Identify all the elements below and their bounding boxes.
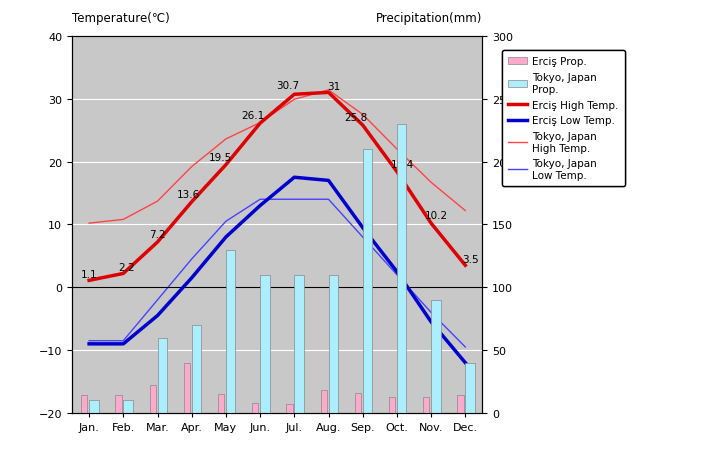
Bar xyxy=(287,404,292,413)
Text: 7.2: 7.2 xyxy=(149,230,166,240)
Bar xyxy=(355,393,361,413)
Bar xyxy=(320,391,327,413)
Text: 25.8: 25.8 xyxy=(344,113,367,123)
Bar xyxy=(123,401,133,413)
Bar xyxy=(192,325,202,413)
Text: 10.2: 10.2 xyxy=(425,211,448,221)
Bar xyxy=(423,397,429,413)
Bar xyxy=(363,150,372,413)
Bar xyxy=(252,403,258,413)
Text: Temperature(℃): Temperature(℃) xyxy=(72,12,170,25)
Text: 3.5: 3.5 xyxy=(462,255,479,264)
Bar xyxy=(150,386,156,413)
Text: 13.6: 13.6 xyxy=(176,189,200,199)
Bar xyxy=(218,394,224,413)
Bar xyxy=(260,275,270,413)
Text: 1.1: 1.1 xyxy=(81,269,97,280)
Legend: Erciş Prop., Tokyo, Japan
Prop., Erciş High Temp., Erciş Low Temp., Tokyo, Japan: Erciş Prop., Tokyo, Japan Prop., Erciş H… xyxy=(502,51,625,187)
Bar xyxy=(389,397,395,413)
Bar xyxy=(328,275,338,413)
Bar xyxy=(115,396,122,413)
Text: Precipitation(mm): Precipitation(mm) xyxy=(376,12,482,25)
Text: 31: 31 xyxy=(327,82,341,92)
Text: 26.1: 26.1 xyxy=(242,111,265,121)
Bar xyxy=(184,363,190,413)
Bar xyxy=(89,401,99,413)
Text: 19.5: 19.5 xyxy=(209,152,233,162)
Bar xyxy=(431,300,441,413)
Text: 30.7: 30.7 xyxy=(276,81,299,91)
Text: 2.2: 2.2 xyxy=(118,263,135,273)
Bar xyxy=(81,396,87,413)
Bar xyxy=(465,363,475,413)
Text: 18.4: 18.4 xyxy=(390,159,414,169)
Bar xyxy=(457,396,464,413)
Bar xyxy=(397,124,407,413)
Bar xyxy=(226,250,235,413)
Bar xyxy=(294,275,304,413)
Bar xyxy=(158,338,167,413)
